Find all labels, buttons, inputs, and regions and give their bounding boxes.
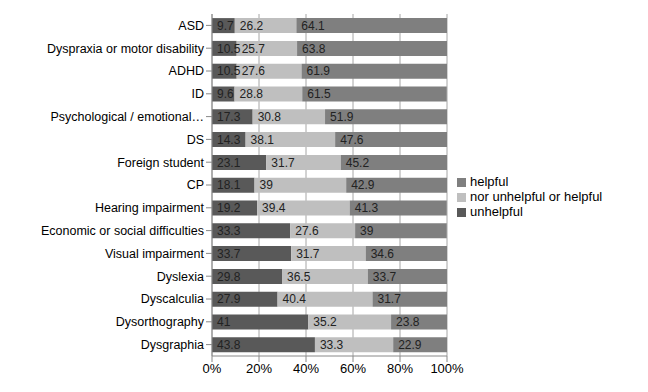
html-text:unhelpful: unhelpful: [470, 203, 523, 219]
svg-text:61.9: 61.9: [307, 64, 331, 78]
svg-text:33.7: 33.7: [217, 247, 241, 261]
svg-text:38.1: 38.1: [251, 133, 275, 147]
svg-text:Dyspraxia or motor disability: Dyspraxia or motor disability: [47, 42, 205, 56]
svg-text:33.3: 33.3: [320, 338, 344, 352]
svg-text:Dysorthography: Dysorthography: [116, 315, 205, 329]
svg-text:10.5: 10.5: [217, 42, 241, 56]
svg-text:64.1: 64.1: [301, 19, 325, 33]
svg-text:63.8: 63.8: [302, 42, 326, 56]
svg-text:Dyscalculia: Dyscalculia: [141, 292, 204, 306]
svg-text:18.1: 18.1: [217, 178, 241, 192]
svg-text:60%: 60%: [340, 361, 366, 376]
svg-text:39: 39: [360, 224, 374, 238]
html-text:nor unhelpful or helpful: nor unhelpful or helpful: [470, 188, 603, 204]
svg-text:34.6: 34.6: [371, 247, 395, 261]
svg-text:Dyslexia: Dyslexia: [157, 270, 204, 284]
svg-text:19.2: 19.2: [217, 201, 241, 215]
svg-text:9.6: 9.6: [217, 87, 234, 101]
svg-text:27.6: 27.6: [242, 64, 266, 78]
svg-text:ID: ID: [192, 87, 205, 101]
svg-text:25.7: 25.7: [242, 42, 266, 56]
svg-text:33.7: 33.7: [373, 270, 397, 284]
svg-text:20%: 20%: [246, 361, 272, 376]
svg-text:30.8: 30.8: [258, 110, 282, 124]
svg-text:33.3: 33.3: [217, 224, 241, 238]
svg-text:100%: 100%: [430, 361, 464, 376]
svg-text:23.8: 23.8: [396, 315, 420, 329]
svg-text:31.7: 31.7: [271, 156, 295, 170]
svg-text:29.8: 29.8: [217, 270, 241, 284]
svg-text:27.9: 27.9: [217, 292, 241, 306]
svg-text:40.4: 40.4: [283, 292, 307, 306]
svg-text:28.8: 28.8: [240, 87, 264, 101]
svg-text:41.3: 41.3: [355, 201, 379, 215]
svg-text:31.7: 31.7: [296, 247, 320, 261]
svg-text:Economic or social difficultie: Economic or social difficulties: [41, 224, 204, 238]
svg-text:DS: DS: [187, 133, 204, 147]
svg-text:39: 39: [260, 178, 274, 192]
svg-text:61.5: 61.5: [307, 87, 331, 101]
svg-text:9.7: 9.7: [217, 19, 234, 33]
svg-text:41: 41: [217, 315, 231, 329]
svg-text:ASD: ASD: [178, 19, 204, 33]
svg-text:Psychological / emotional…: Psychological / emotional…: [50, 110, 204, 124]
svg-text:Foreign student: Foreign student: [117, 156, 204, 170]
svg-text:23.1: 23.1: [217, 156, 241, 170]
svg-text:Dysgraphia: Dysgraphia: [141, 338, 204, 352]
svg-text:22.9: 22.9: [398, 338, 422, 352]
svg-text:31.7: 31.7: [378, 292, 402, 306]
svg-text:47.6: 47.6: [340, 133, 364, 147]
svg-text:39.4: 39.4: [262, 201, 286, 215]
svg-text:42.9: 42.9: [351, 178, 375, 192]
svg-text:10.5: 10.5: [217, 64, 241, 78]
svg-text:CP: CP: [187, 178, 204, 192]
svg-text:51.9: 51.9: [330, 110, 354, 124]
svg-text:40%: 40%: [293, 361, 319, 376]
svg-text:Hearing impairment: Hearing impairment: [95, 201, 205, 215]
svg-text:27.6: 27.6: [295, 224, 319, 238]
svg-text:43.8: 43.8: [217, 338, 241, 352]
svg-text:80%: 80%: [387, 361, 413, 376]
svg-text:26.2: 26.2: [240, 19, 264, 33]
svg-text:45.2: 45.2: [346, 156, 370, 170]
svg-text:14.3: 14.3: [217, 133, 241, 147]
svg-text:17.3: 17.3: [217, 110, 241, 124]
html-text:helpful: helpful: [470, 173, 509, 189]
svg-text:36.5: 36.5: [287, 270, 311, 284]
svg-text:35.2: 35.2: [313, 315, 337, 329]
svg-text:ADHD: ADHD: [169, 64, 204, 78]
svg-text:0%: 0%: [203, 361, 222, 376]
svg-text:Visual impairment: Visual impairment: [105, 247, 205, 261]
